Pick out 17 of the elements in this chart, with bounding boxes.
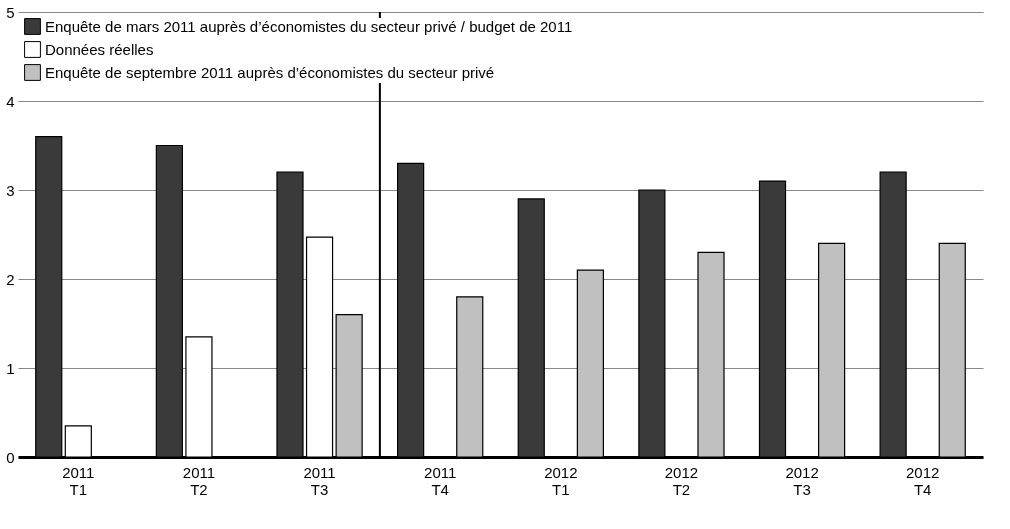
x-tick-label: 2011 T2 bbox=[182, 463, 216, 498]
legend-label: Données réelles bbox=[45, 40, 154, 58]
y-tick-label: 3 bbox=[6, 181, 15, 199]
legend-label: Enquête de septembre 2011 auprès d’économistes du secteur privé bbox=[45, 63, 495, 81]
legend-label: Enquête de mars 2011 auprès d’économistes du secteur privé / budget de 2011 bbox=[45, 17, 573, 35]
x-tick-label: 2012 T1 bbox=[544, 463, 578, 498]
x-tick-label: 2011 T1 bbox=[62, 463, 95, 498]
x-tick-label: 2011 T3 bbox=[303, 463, 336, 498]
x-tick-label: 2012 T3 bbox=[785, 463, 819, 498]
y-tick-label: 5 bbox=[6, 3, 15, 21]
x-tick-label: 2012 T2 bbox=[664, 463, 699, 498]
x-tick-label: 2011 T4 bbox=[424, 463, 457, 498]
y-tick-label: 1 bbox=[6, 359, 15, 377]
y-tick-label: 4 bbox=[6, 92, 15, 110]
y-tick-label: 2 bbox=[6, 270, 15, 288]
x-tick-label: 2012 T4 bbox=[906, 463, 940, 498]
y-tick-label: 0 bbox=[6, 448, 15, 466]
